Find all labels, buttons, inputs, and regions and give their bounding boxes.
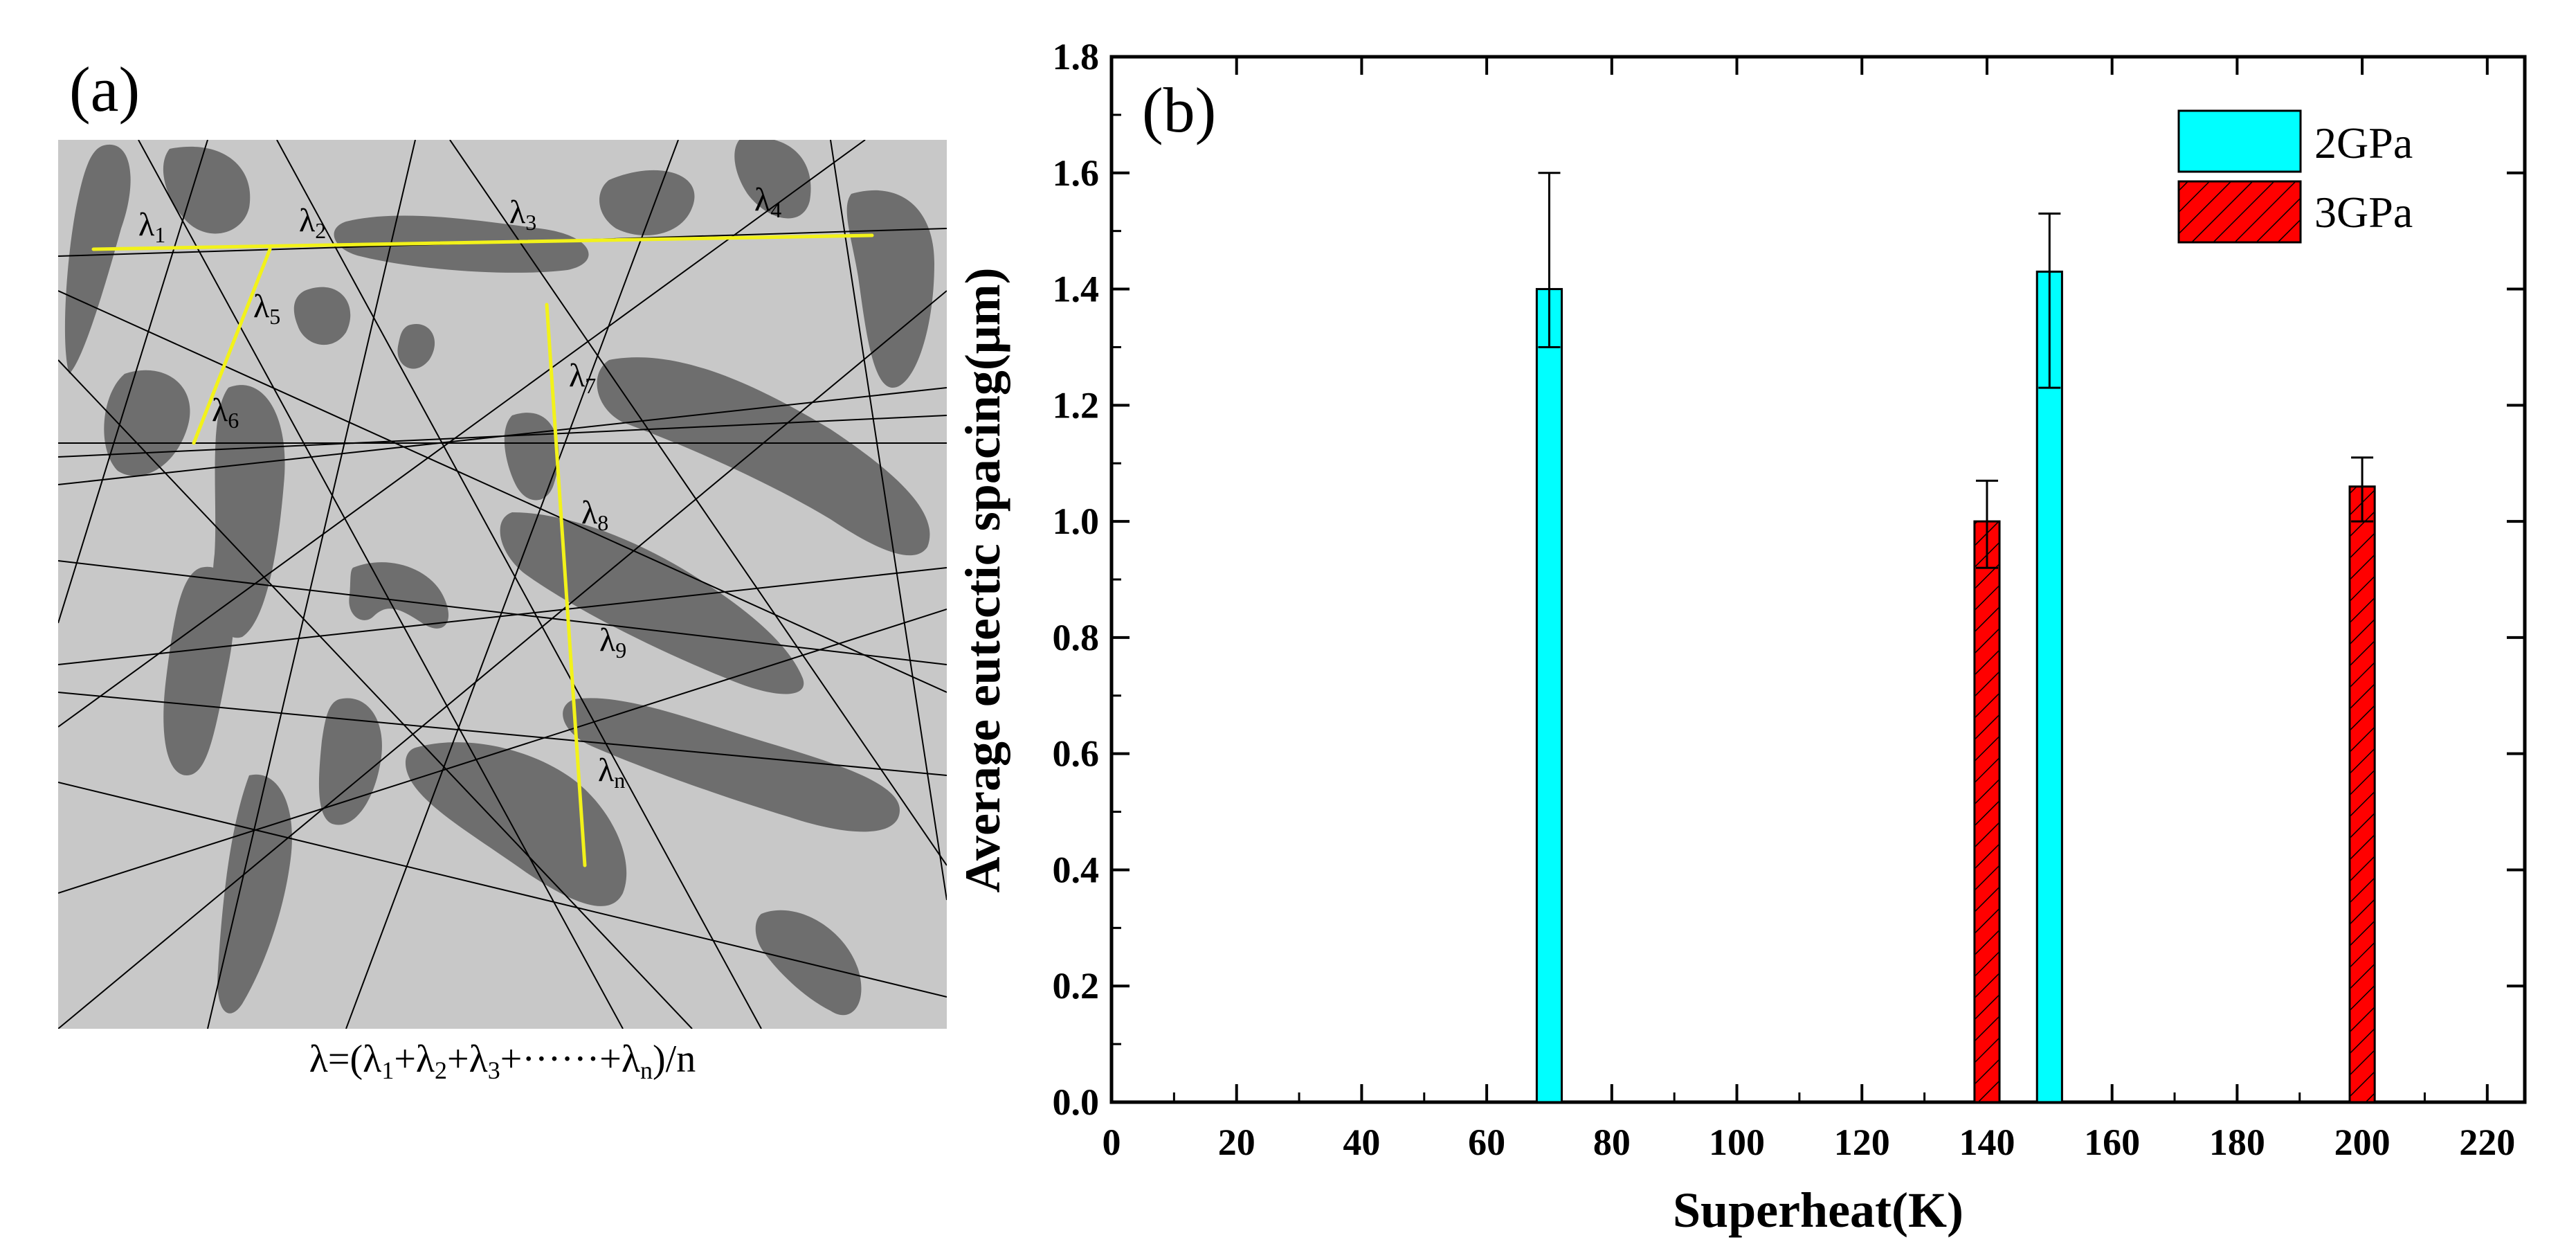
y-tick-label: 0.4 (1053, 849, 1100, 890)
legend-swatch-3gpa (2177, 180, 2302, 244)
measure-labels: λ1 λ2 λ3 λ4 λ5 λ6 λ7 λ8 λ9 λn (138, 181, 781, 793)
lambda-2-label: λ2 (299, 202, 326, 243)
x-tick-label: 0 (1103, 1122, 1121, 1163)
x-tick-label: 160 (2084, 1122, 2140, 1163)
bar-2gpa-150K (2035, 270, 2063, 1104)
x-tick-label: 220 (2459, 1122, 2515, 1163)
x-tick-label: 80 (1593, 1122, 1631, 1163)
bar-3gpa-140K (1973, 520, 2001, 1104)
lambda-n-label: λn (598, 752, 625, 793)
legend: 2GPa 3GPa (2177, 109, 2413, 244)
panel-a-label: (a) (69, 54, 140, 125)
measurement-segments (91, 233, 874, 867)
y-axis-title: Average eutectic spacing(μm) (955, 267, 1010, 892)
formula: λ=(λ1+λ2+λ3+······+λn)/n (309, 1038, 696, 1084)
y-tick-label: 1.4 (1053, 269, 1100, 310)
bar-2gpa-70K (1535, 288, 1563, 1104)
intercept-lines (58, 140, 947, 1029)
legend-label-2gpa: 2GPa (2314, 118, 2413, 168)
error-bars (1538, 172, 2374, 569)
x-axis-title: Superheat(K) (1673, 1182, 1963, 1238)
lambda-9-label: λ9 (599, 622, 626, 663)
legend-label-3gpa: 3GPa (2314, 188, 2413, 237)
x-tick-label: 40 (1343, 1122, 1380, 1163)
lambda-5-label: λ5 (253, 288, 280, 329)
lambda-3-label: λ3 (509, 194, 536, 235)
eutectic-phase-regions (64, 140, 934, 1016)
bar-3gpa-200K (2348, 485, 2376, 1104)
y-tick-label: 1.2 (1053, 384, 1100, 426)
lambda-4-label: λ4 (754, 181, 781, 222)
lambda-8-label: λ8 (581, 494, 608, 535)
lambda-7-label: λ7 (569, 357, 596, 398)
bars (1535, 270, 2376, 1104)
x-tick-label: 200 (2334, 1122, 2391, 1163)
axis-ticks: 0 20 40 60 80 100 120 140 160 180 200 220 0.0 0.2 0.4 0… (1053, 36, 2525, 1163)
x-tick-label: 180 (2209, 1122, 2265, 1163)
panel-b-chart: 0 20 40 60 80 100 120 140 160 180 200 220 0.0 0.2 0.4 0… (955, 36, 2527, 1238)
lambda-6-label: λ6 (212, 392, 239, 433)
y-tick-label: 0.2 (1053, 965, 1100, 1007)
x-tick-label: 140 (1959, 1122, 2015, 1163)
y-tick-label: 0.6 (1053, 733, 1100, 775)
y-tick-label: 0.0 (1053, 1081, 1100, 1123)
plot-frame (1109, 55, 2527, 1104)
panel-a: λ1 λ2 λ3 λ4 λ5 λ6 λ7 λ8 λ9 λn (a) λ=(λ1+… (58, 54, 947, 1084)
legend-swatch-2gpa (2177, 109, 2302, 173)
x-tick-label: 60 (1468, 1122, 1505, 1163)
y-tick-label: 1.0 (1053, 501, 1100, 542)
x-tick-label: 100 (1709, 1122, 1765, 1163)
y-tick-label: 0.8 (1053, 617, 1100, 658)
x-tick-label: 20 (1218, 1122, 1255, 1163)
x-tick-label: 120 (1834, 1122, 1890, 1163)
y-tick-label: 1.6 (1053, 152, 1100, 194)
lambda-1-label: λ1 (138, 206, 165, 247)
panel-b-label: (b) (1142, 75, 1216, 145)
y-tick-label: 1.8 (1053, 36, 1100, 78)
